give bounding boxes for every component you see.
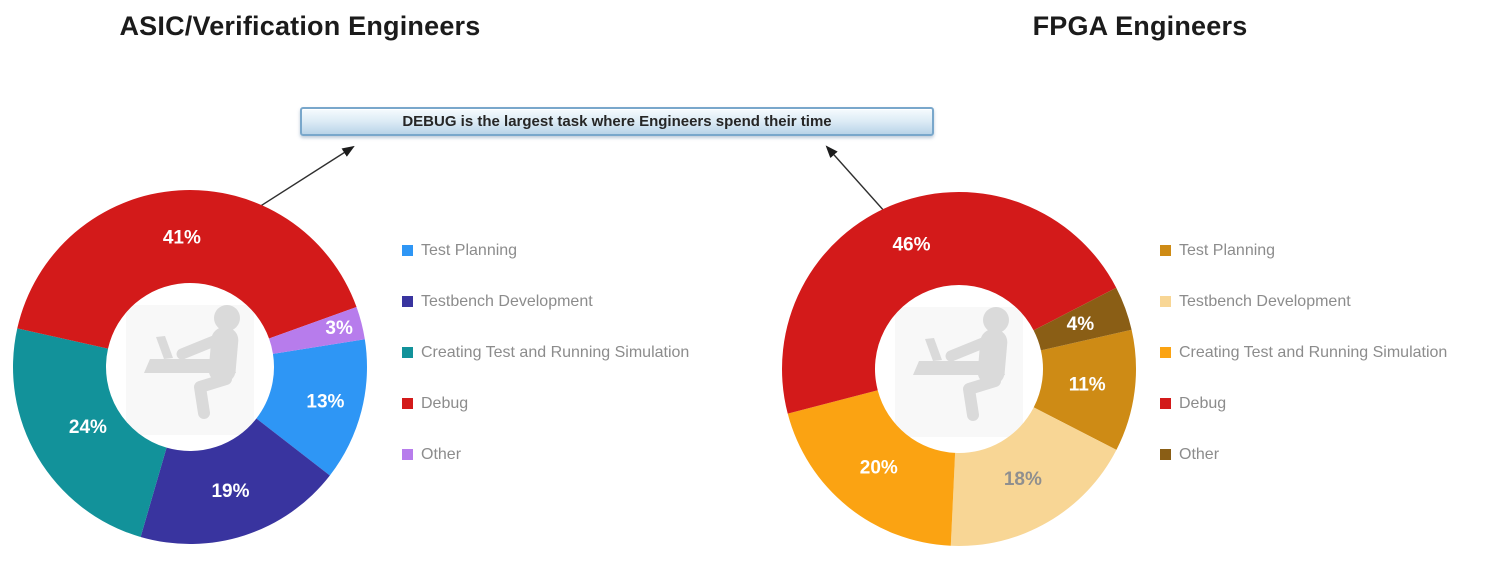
slice-debug bbox=[17, 190, 357, 349]
data-label-creating-test-and-running-simulation: 20% bbox=[860, 458, 898, 479]
slice-other bbox=[1033, 287, 1132, 351]
legend-swatch-icon bbox=[402, 449, 413, 460]
slice-other bbox=[269, 307, 365, 354]
slice-testbench-development bbox=[950, 407, 1117, 546]
fpga-donut-chart: 11% 18% 20% 46% 4% bbox=[782, 191, 1136, 546]
slice-debug bbox=[782, 191, 1117, 414]
legend-item-creating-test-and-running-simulation: Creating Test and Running Simulation bbox=[1160, 342, 1447, 363]
arm-shape bbox=[945, 337, 989, 362]
data-label-debug: 46% bbox=[892, 235, 930, 256]
slice-creating-test-and-running-simulation bbox=[787, 390, 956, 546]
legend-swatch-icon bbox=[1160, 347, 1171, 358]
data-label-test-planning: 13% bbox=[306, 391, 344, 412]
legend-swatch-icon bbox=[402, 245, 413, 256]
legend-item-testbench-development: Testbench Development bbox=[1160, 291, 1447, 312]
legend-item-label: Testbench Development bbox=[1179, 292, 1351, 310]
legend-item-label: Test Planning bbox=[1179, 241, 1276, 259]
legend-swatch-icon bbox=[1160, 245, 1171, 256]
legend-item-testbench-development: Testbench Development bbox=[402, 291, 689, 312]
person-at-desk-icon bbox=[126, 305, 254, 435]
legend-swatch-icon bbox=[1160, 296, 1171, 307]
data-label-debug: 41% bbox=[163, 228, 201, 249]
leg-shape bbox=[194, 373, 232, 419]
laptop-shape bbox=[925, 338, 942, 361]
data-label-other: 3% bbox=[325, 318, 353, 339]
legend-item-creating-test-and-running-simulation: Creating Test and Running Simulation bbox=[402, 342, 689, 363]
legend-item-label: Creating Test and Running Simulation bbox=[421, 343, 690, 361]
head-shape bbox=[214, 305, 240, 331]
head-shape bbox=[983, 307, 1009, 333]
slice-test-planning bbox=[1033, 329, 1136, 450]
arm-shape bbox=[176, 335, 220, 360]
legend-item-test-planning: Test Planning bbox=[402, 240, 689, 261]
person-at-desk-icon bbox=[895, 307, 1023, 437]
fpga-chart-title: FPGA Engineers bbox=[1032, 11, 1248, 41]
data-label-other: 4% bbox=[1067, 314, 1095, 335]
legend-item-label: Creating Test and Running Simulation bbox=[1179, 343, 1448, 361]
legend-swatch-icon bbox=[402, 296, 413, 307]
legend-item-test-planning: Test Planning bbox=[1160, 240, 1447, 261]
data-label-testbench-development: 18% bbox=[1004, 469, 1042, 490]
legend-swatch-icon bbox=[1160, 449, 1171, 460]
slice-test-planning bbox=[256, 339, 367, 476]
laptop-shape bbox=[156, 336, 173, 359]
fpga-legend: Test Planning Testbench Development Creati… bbox=[1160, 240, 1447, 465]
legend-item-label: Testbench Development bbox=[421, 292, 593, 310]
legend-item-label: Other bbox=[421, 445, 462, 463]
slice-testbench-development bbox=[140, 418, 330, 544]
legend-item-other: Other bbox=[1160, 444, 1447, 465]
legend-item-label: Debug bbox=[1179, 394, 1227, 412]
legend-item-other: Other bbox=[402, 444, 689, 465]
legend-swatch-icon bbox=[402, 347, 413, 358]
slice-creating-test-and-running-simulation bbox=[13, 328, 167, 537]
asic-donut-chart: 13% 19% 24% 41% 3% bbox=[13, 190, 367, 544]
asic-chart-title: ASIC/Verification Engineers bbox=[119, 11, 481, 41]
data-label-test-planning: 11% bbox=[1069, 375, 1106, 396]
legend-swatch-icon bbox=[402, 398, 413, 409]
legend-item-label: Debug bbox=[421, 394, 469, 412]
legend-item-label: Other bbox=[1179, 445, 1220, 463]
leg-shape bbox=[963, 375, 1001, 421]
debug-callout-banner: DEBUG is the largest task where Engineer… bbox=[300, 107, 934, 136]
legend-swatch-icon bbox=[1160, 398, 1171, 409]
legend-item-debug: Debug bbox=[402, 393, 689, 414]
legend-item-label: Test Planning bbox=[421, 241, 518, 259]
asic-legend: Test Planning Testbench Development Creati… bbox=[402, 240, 689, 465]
data-label-testbench-development: 19% bbox=[211, 481, 249, 502]
data-label-creating-test-and-running-simulation: 24% bbox=[69, 417, 107, 438]
legend-item-debug: Debug bbox=[1160, 393, 1447, 414]
